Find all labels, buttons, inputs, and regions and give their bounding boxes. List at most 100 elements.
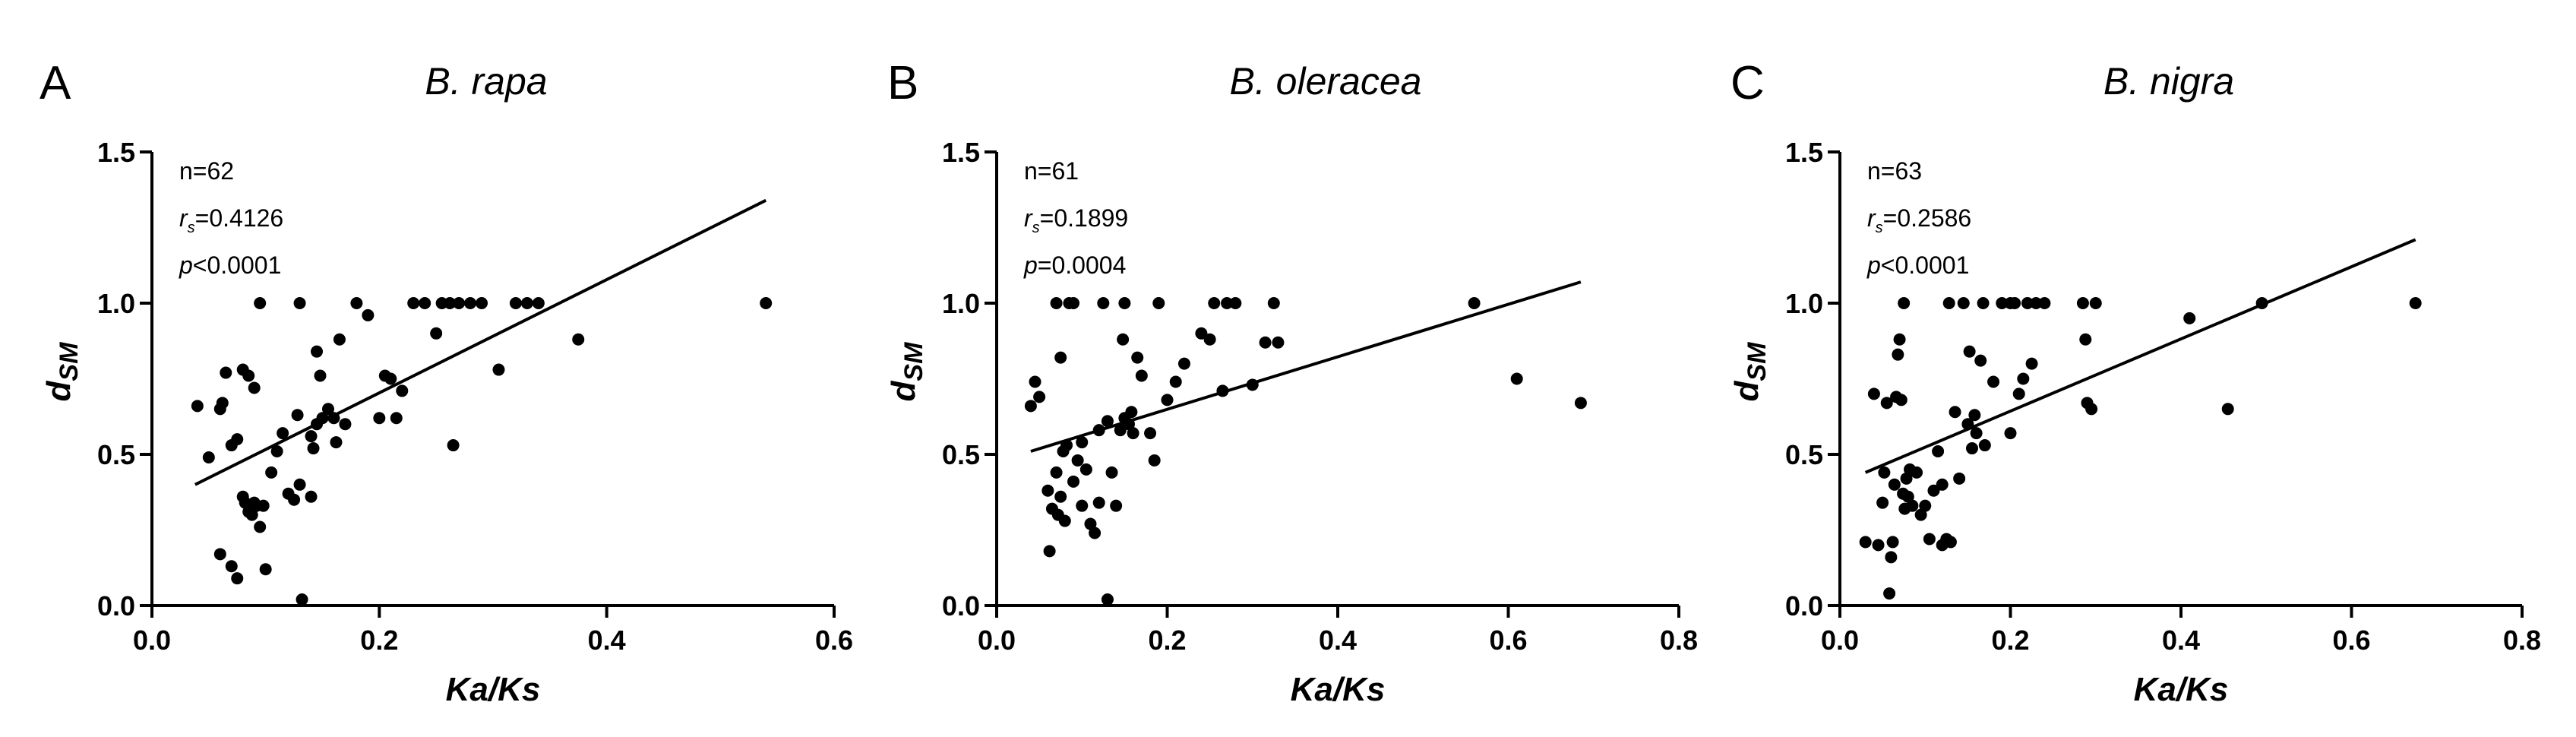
data-point [1272, 336, 1285, 349]
data-point [1084, 517, 1097, 530]
x-tick-label: 0.0 [1821, 625, 1859, 656]
data-point [492, 363, 505, 376]
y-tick-label: 0.0 [1785, 590, 1823, 622]
data-point [1208, 297, 1221, 309]
panel-b: B B. oleracea 0.0 0.5 1.0 1.5 0.0 0.2 0.4 0.6 0.8 K… [885, 57, 1698, 708]
data-point [314, 369, 327, 382]
data-point [231, 572, 244, 585]
y-axis-label-sub: SM [55, 342, 84, 381]
data-point [1092, 424, 1105, 437]
y-axis-label-sub: SM [899, 342, 928, 381]
data-point [1267, 297, 1280, 309]
data-point [1970, 427, 1983, 440]
data-point [1050, 297, 1063, 309]
data-point [333, 333, 346, 346]
data-point [373, 412, 386, 425]
data-point [1092, 496, 1105, 509]
data-point [1987, 375, 2000, 388]
data-point [390, 412, 403, 425]
data-point [1117, 333, 1130, 346]
data-point [520, 297, 533, 309]
stat-rs: rs=0.4126 [179, 204, 283, 236]
y-tick-label: 1.5 [942, 137, 980, 168]
data-point [1054, 351, 1067, 364]
y-axis-label-main: d [40, 381, 77, 402]
data-point [1914, 508, 1927, 521]
stat-rs-subscript: s [188, 220, 195, 236]
data-point [1118, 297, 1131, 309]
data-point [1911, 466, 1923, 479]
panel-c: C B. nigra 0.0 0.5 1.0 1.5 0.0 0.2 0.4 0.6 0.8 Ka/K… [1728, 57, 2541, 708]
data-point [1076, 499, 1089, 512]
data-point [1893, 333, 1906, 346]
data-point [248, 381, 261, 394]
data-point [1898, 297, 1911, 309]
data-point [1067, 297, 1080, 309]
data-point [1114, 424, 1127, 437]
data-point [321, 403, 334, 416]
stat-p: p=0.0004 [1023, 251, 1126, 279]
data-point [396, 384, 409, 397]
data-point [453, 297, 466, 309]
data-point [1886, 536, 1899, 549]
data-point [1968, 409, 1981, 422]
data-point [311, 345, 324, 358]
data-point [2017, 372, 2030, 385]
stat-rs-symbol: r [179, 204, 188, 232]
data-point [1246, 378, 1259, 391]
data-point [2089, 297, 2102, 309]
data-point [1024, 400, 1037, 413]
data-point [2021, 297, 2034, 309]
data-point [407, 297, 420, 309]
data-point [1878, 466, 1891, 479]
y-axis-label: dSM [40, 342, 84, 402]
data-point [1953, 472, 1966, 485]
data-point [362, 308, 375, 321]
data-point [1161, 394, 1174, 406]
stat-p-value: =0.0004 [1038, 251, 1127, 279]
stat-rs-value: =0.1899 [1040, 204, 1129, 232]
y-tick-label: 1.5 [1785, 137, 1823, 168]
stat-p-value: <0.0001 [1881, 251, 1970, 279]
data-point [1131, 351, 1144, 364]
chart-title: B. oleracea [1230, 60, 1422, 103]
data-point [1221, 297, 1234, 309]
data-point [1050, 466, 1063, 479]
data-point [316, 412, 329, 425]
data-point [1901, 490, 1914, 503]
y-axis-label-main: d [885, 381, 922, 402]
data-point [216, 397, 229, 410]
x-tick-label: 0.4 [588, 625, 626, 656]
stat-p: p<0.0001 [179, 251, 281, 279]
y-tick-label: 1.0 [1785, 288, 1823, 319]
data-point [2183, 312, 2196, 324]
data-point [1089, 527, 1102, 539]
chart-title: B. rapa [425, 60, 547, 103]
data-point [1927, 484, 1940, 497]
data-point [1919, 499, 1932, 512]
data-point [288, 493, 301, 506]
y-axis-label: dSM [885, 342, 928, 402]
x-tick-label: 0.2 [1148, 625, 1186, 656]
data-point [1033, 391, 1046, 403]
data-point [213, 548, 226, 561]
data-point [1203, 333, 1216, 346]
data-point [202, 451, 215, 463]
y-tick-label: 0.5 [942, 439, 980, 470]
x-tick-label: 0.4 [2162, 625, 2200, 656]
data-point [2409, 297, 2422, 309]
data-point [1906, 499, 1919, 512]
data-point [1949, 406, 1961, 419]
y-axis-label-main: d [1728, 381, 1765, 402]
y-axis-label: dSM [1728, 342, 1772, 402]
data-point [339, 418, 352, 431]
data-point [270, 445, 283, 458]
stat-rs: rs=0.2586 [1867, 204, 1971, 236]
data-point [2004, 427, 2017, 440]
data-point [532, 297, 545, 309]
data-point [2076, 297, 2089, 309]
data-point [1923, 533, 1936, 546]
data-point [1936, 478, 1949, 491]
data-point [1195, 327, 1208, 340]
